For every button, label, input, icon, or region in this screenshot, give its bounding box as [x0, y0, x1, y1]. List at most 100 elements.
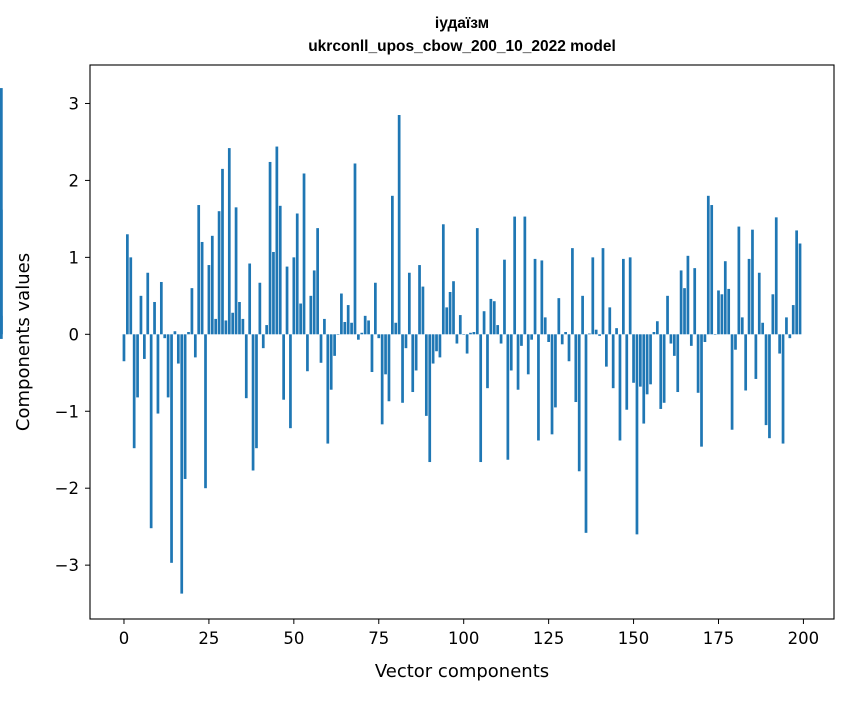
bar-38: [251, 334, 255, 471]
bar-108: [489, 298, 493, 335]
bar-77: [384, 334, 387, 375]
bar-16: [176, 334, 180, 364]
bar-7: [146, 272, 150, 335]
bar-75: [377, 334, 381, 339]
bar-163: [676, 334, 680, 393]
bar-82: [401, 334, 404, 403]
bar-165: [683, 288, 686, 335]
bar-74: [374, 282, 377, 335]
bar-188: [761, 322, 765, 335]
bar-142: [605, 334, 608, 367]
bar-19: [187, 332, 190, 335]
bar-106: [482, 311, 486, 335]
bar-195: [785, 317, 788, 335]
bar-65: [343, 321, 347, 335]
bar-83: [404, 334, 408, 349]
bar-43: [268, 161, 272, 335]
bar-134: [577, 334, 581, 472]
bar-139: [594, 329, 598, 335]
bar-12: [163, 334, 167, 339]
bar-90: [428, 334, 432, 463]
bar-181: [737, 226, 741, 335]
bar-86: [414, 334, 418, 371]
bar-88: [421, 286, 425, 335]
bar-25: [207, 265, 211, 335]
bar-103: [472, 332, 476, 335]
bar-49: [289, 334, 292, 429]
bar-176: [720, 294, 724, 335]
bar-109: [492, 301, 496, 335]
bar-138: [591, 257, 595, 335]
bar-164: [679, 270, 683, 335]
x-tick-label-150: 150: [618, 629, 650, 648]
bar-122: [537, 334, 540, 441]
bar-64: [340, 293, 343, 335]
bar-30: [224, 320, 228, 335]
plot-frame: [89, 64, 835, 620]
bar-79: [391, 195, 394, 335]
bar-136: [584, 334, 588, 533]
chart-title-line1: іудаїзм: [435, 15, 489, 32]
bar-143: [608, 307, 612, 335]
bar-162: [672, 334, 676, 356]
bar-35: [241, 318, 245, 335]
bar-56: [312, 270, 316, 335]
bar-94: [441, 224, 445, 335]
bar-125: [547, 334, 550, 342]
bar-137: [588, 333, 591, 335]
bar-92: [435, 334, 438, 352]
bar-91: [431, 334, 435, 364]
bar-99: [458, 315, 462, 335]
bar-24: [204, 334, 207, 489]
bar-104: [475, 228, 479, 335]
bar-52: [299, 303, 302, 335]
bar-140: [598, 334, 601, 336]
bar-6: [143, 334, 146, 359]
bar-184: [747, 258, 751, 335]
bar-115: [513, 216, 517, 335]
bar-183: [744, 334, 748, 391]
bar-159: [662, 334, 666, 403]
bar-72: [367, 320, 370, 335]
bar-121: [533, 258, 537, 335]
bar-193: [778, 334, 781, 354]
bar-128: [557, 298, 561, 335]
bar-130: [564, 332, 567, 335]
bar-48: [285, 266, 289, 335]
bar-196: [788, 334, 792, 339]
bar-185: [751, 229, 754, 335]
bar-97: [452, 281, 455, 335]
bar-23: [200, 241, 204, 335]
bar-152: [639, 334, 642, 387]
bar-141: [601, 248, 605, 335]
bar-156: [652, 332, 656, 335]
bar-126: [550, 334, 554, 435]
bar-53: [302, 173, 306, 335]
x-tick-label-50: 50: [283, 629, 304, 648]
bar-194: [781, 334, 785, 444]
y-tick-label-0: 0: [69, 325, 80, 344]
bar-96: [448, 291, 452, 335]
bar-10: [156, 334, 160, 414]
bar-63: [336, 334, 340, 335]
bar-180: [734, 334, 737, 350]
x-tick-label-125: 125: [533, 629, 565, 648]
bar-147: [622, 258, 625, 335]
bar-44: [272, 251, 275, 335]
bar-190: [768, 334, 771, 439]
y-axis-label: Components values: [13, 253, 34, 431]
bar-155: [649, 334, 652, 385]
bar-186: [754, 334, 758, 379]
bar-85: [411, 334, 415, 393]
bar-34: [238, 301, 241, 335]
bar-41: [261, 334, 265, 349]
bar-177: [723, 261, 727, 335]
bar-148: [625, 334, 629, 410]
bar-37: [248, 263, 252, 335]
bar-127: [554, 334, 557, 408]
bar-95: [445, 307, 449, 335]
y-tick-label--2: −2: [55, 479, 79, 498]
bar-175: [717, 290, 720, 335]
bar-150: [632, 334, 635, 383]
